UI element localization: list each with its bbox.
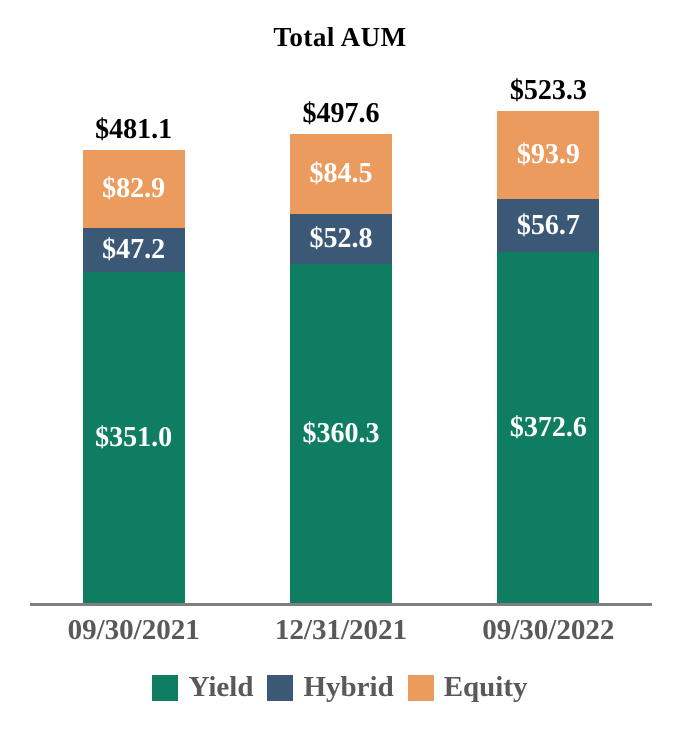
x-axis-tick-row: 09/30/2021 12/31/2021 09/30/2022 — [30, 614, 652, 647]
segment-value-label: $360.3 — [302, 417, 380, 449]
bar-segment-yield: $372.6 — [497, 252, 600, 603]
segment-value-label: $52.8 — [309, 223, 373, 254]
legend-label: Equity — [443, 671, 528, 703]
bar-segment-equity: $84.5 — [289, 134, 392, 214]
bar-group-12-31-2021: $497.6 $360.3 $52.8 $84.5 — [237, 0, 444, 603]
x-axis-line — [30, 603, 652, 606]
legend-label: Yield — [188, 671, 254, 703]
segment-value-label: $84.5 — [309, 158, 373, 189]
x-axis-tick-label: 09/30/2022 — [482, 614, 615, 646]
legend-item-equity: Equity — [407, 671, 528, 704]
bar-group-09-30-2022: $523.3 $372.6 $56.7 $93.9 — [445, 0, 652, 603]
legend-item-yield: Yield — [152, 671, 253, 704]
segment-value-label: $56.7 — [516, 209, 580, 241]
legend-swatch-equity — [407, 674, 434, 701]
bar-segment-equity: $82.9 — [82, 150, 185, 228]
total-value-label: $523.3 — [509, 75, 587, 106]
segment-value-label: $372.6 — [509, 411, 587, 443]
segment-value-label: $351.0 — [95, 421, 173, 453]
legend-label: Hybrid — [303, 671, 394, 703]
chart-title: Total AUM — [273, 22, 407, 52]
legend-swatch-yield — [152, 674, 179, 701]
bar-segment-hybrid: $47.2 — [82, 228, 185, 272]
total-value-label: $497.6 — [302, 98, 380, 129]
bar-stack: $360.3 $52.8 $84.5 — [289, 134, 392, 603]
plot-area: $481.1 $351.0 $47.2 $82.9 $497.6 $360.3 $52.8 $… — [30, 0, 652, 603]
legend-swatch-hybrid — [267, 674, 294, 701]
segment-value-label: $82.9 — [102, 173, 166, 204]
bar-group-09-30-2021: $481.1 $351.0 $47.2 $82.9 — [30, 0, 237, 603]
bar-segment-hybrid: $56.7 — [497, 199, 600, 252]
total-value-label: $481.1 — [95, 114, 173, 145]
bar-segment-hybrid: $52.8 — [289, 214, 392, 264]
segment-value-label: $47.2 — [102, 234, 166, 265]
bar-stack: $351.0 $47.2 $82.9 — [82, 150, 185, 603]
legend-item-hybrid: Hybrid — [267, 671, 394, 704]
bar-segment-equity: $93.9 — [497, 111, 600, 199]
bar-segment-yield: $360.3 — [289, 264, 392, 603]
bar-segment-yield: $351.0 — [82, 272, 185, 603]
x-axis-tick-label: 09/30/2021 — [67, 614, 200, 646]
x-axis-tick-label: 12/31/2021 — [274, 614, 408, 646]
segment-value-label: $93.9 — [516, 139, 580, 170]
legend: Yield Hybrid Equity — [0, 671, 680, 704]
bar-stack: $372.6 $56.7 $93.9 — [497, 111, 600, 603]
